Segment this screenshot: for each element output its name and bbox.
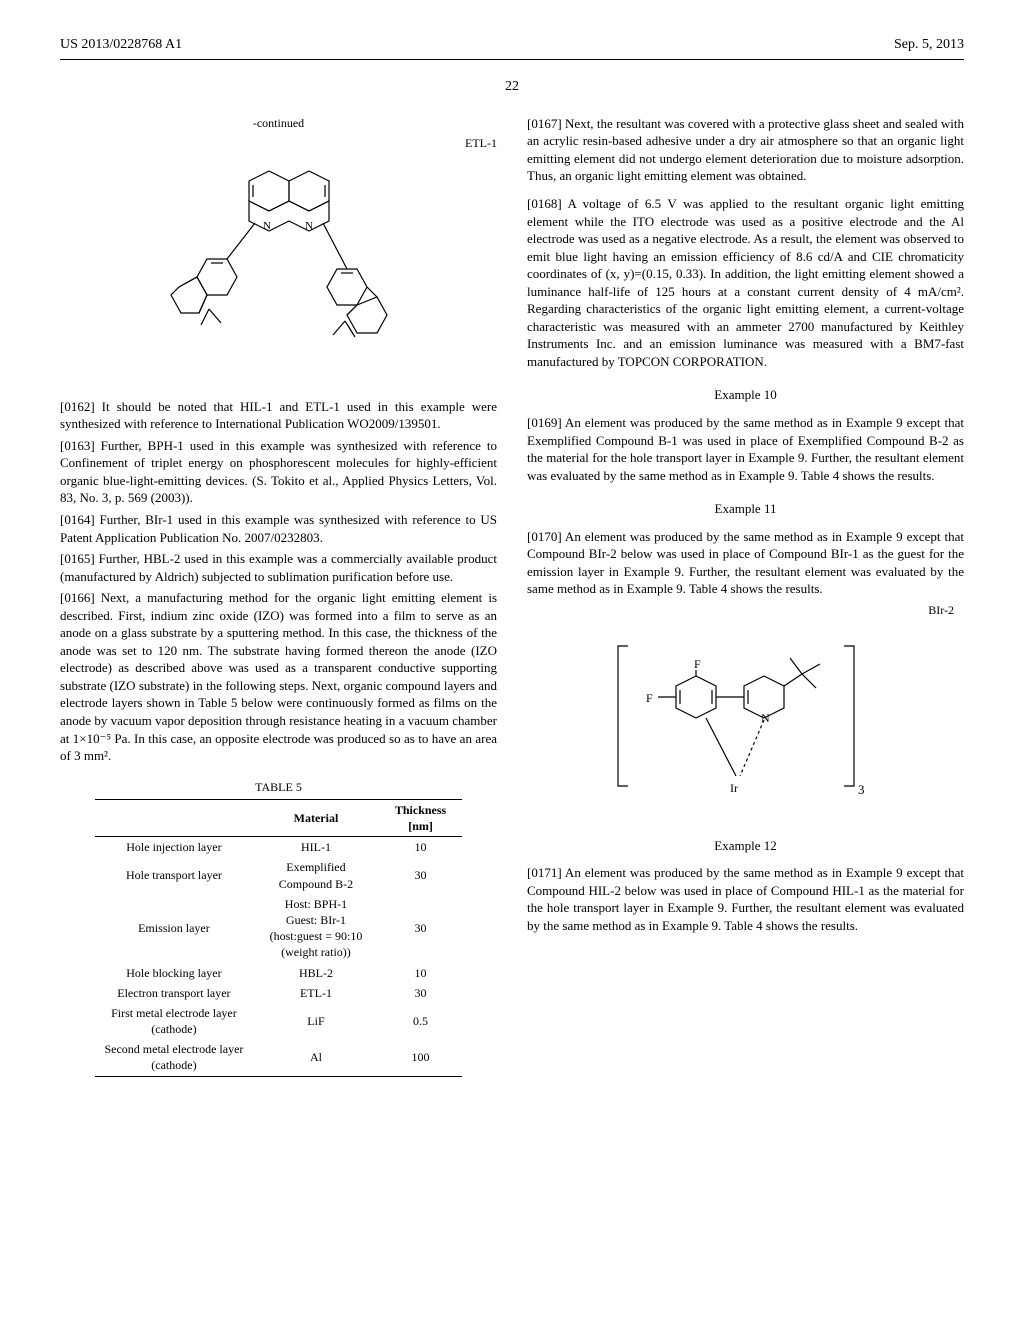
para-0169: [0169] An element was produced by the sa… [527, 414, 964, 484]
bir2-n: N [761, 711, 770, 725]
etl1-label: ETL-1 [60, 135, 497, 151]
bir2-label: BIr-2 [527, 602, 964, 618]
right-column: [0167] Next, the resultant was covered w… [527, 115, 964, 1087]
table-cell: 100 [379, 1039, 462, 1076]
table-cell: HBL-2 [253, 963, 379, 983]
para-0168: [0168] A voltage of 6.5 V was applied to… [527, 195, 964, 370]
table-cell: 10 [379, 963, 462, 983]
para-0165: [0165] Further, HBL-2 used in this examp… [60, 550, 497, 585]
bir2-svg: 3 F F N [586, 626, 906, 816]
table-cell: Hole injection layer [95, 837, 253, 858]
table-cell: Host: BPH-1 Guest: BIr-1 (host:guest = 9… [253, 894, 379, 963]
bir2-structure: 3 F F N [527, 626, 964, 821]
continued-label: -continued [60, 115, 497, 131]
table-cell: Al [253, 1039, 379, 1076]
table-row: Hole blocking layerHBL-210 [95, 963, 462, 983]
table5-col1: Material [253, 799, 379, 836]
publication-number: US 2013/0228768 A1 [60, 36, 182, 55]
table-cell: Electron transport layer [95, 983, 253, 1003]
table-cell: Hole transport layer [95, 857, 253, 893]
table-cell: Second metal electrode layer (cathode) [95, 1039, 253, 1076]
table-cell: First metal electrode layer (cathode) [95, 1003, 253, 1039]
etl1-svg: N N [149, 159, 409, 379]
page-number: 22 [60, 78, 964, 97]
table5-col2: Thickness [nm] [379, 799, 462, 836]
table-row: Electron transport layerETL-130 [95, 983, 462, 1003]
example12-heading: Example 12 [527, 837, 964, 855]
table-cell: Emission layer [95, 894, 253, 963]
table-cell: 30 [379, 894, 462, 963]
table5: Material Thickness [nm] Hole injection l… [95, 799, 462, 1077]
svg-text:N: N [305, 220, 313, 232]
table5-caption: TABLE 5 [60, 779, 497, 795]
left-column: -continued ETL-1 N N [60, 115, 497, 1087]
para-0167: [0167] Next, the resultant was covered w… [527, 115, 964, 185]
para-0164: [0164] Further, BIr-1 used in this examp… [60, 511, 497, 546]
table-cell: Exemplified Compound B-2 [253, 857, 379, 893]
page-header: US 2013/0228768 A1 Sep. 5, 2013 [60, 36, 964, 60]
etl1-structure: N N [60, 159, 497, 384]
para-0163: [0163] Further, BPH-1 used in this examp… [60, 437, 497, 507]
content-columns: -continued ETL-1 N N [60, 115, 964, 1087]
example10-heading: Example 10 [527, 386, 964, 404]
table-row: First metal electrode layer (cathode)LiF… [95, 1003, 462, 1039]
table-row: Hole transport layerExemplified Compound… [95, 857, 462, 893]
table-cell: Hole blocking layer [95, 963, 253, 983]
table-row: Second metal electrode layer (cathode)Al… [95, 1039, 462, 1076]
table5-col0 [95, 799, 253, 836]
table-row: Emission layerHost: BPH-1 Guest: BIr-1 (… [95, 894, 462, 963]
table-cell: 0.5 [379, 1003, 462, 1039]
bir2-f2: F [646, 691, 653, 705]
patent-page: US 2013/0228768 A1 Sep. 5, 2013 22 -cont… [0, 0, 1024, 1127]
table-cell: 30 [379, 857, 462, 893]
example11-heading: Example 11 [527, 500, 964, 518]
para-0171: [0171] An element was produced by the sa… [527, 864, 964, 934]
publication-date: Sep. 5, 2013 [894, 36, 964, 55]
svg-text:N: N [263, 220, 271, 232]
para-0170: [0170] An element was produced by the sa… [527, 528, 964, 598]
table-cell: ETL-1 [253, 983, 379, 1003]
table-cell: 10 [379, 837, 462, 858]
bir2-f1: F [694, 657, 701, 671]
para-0166: [0166] Next, a manufacturing method for … [60, 589, 497, 764]
bir2-subscript: 3 [858, 782, 865, 797]
bir2-ir: Ir [730, 781, 738, 795]
para-0162: [0162] It should be noted that HIL-1 and… [60, 398, 497, 433]
table-cell: 30 [379, 983, 462, 1003]
table-row: Hole injection layerHIL-110 [95, 837, 462, 858]
table-cell: LiF [253, 1003, 379, 1039]
table-cell: HIL-1 [253, 837, 379, 858]
